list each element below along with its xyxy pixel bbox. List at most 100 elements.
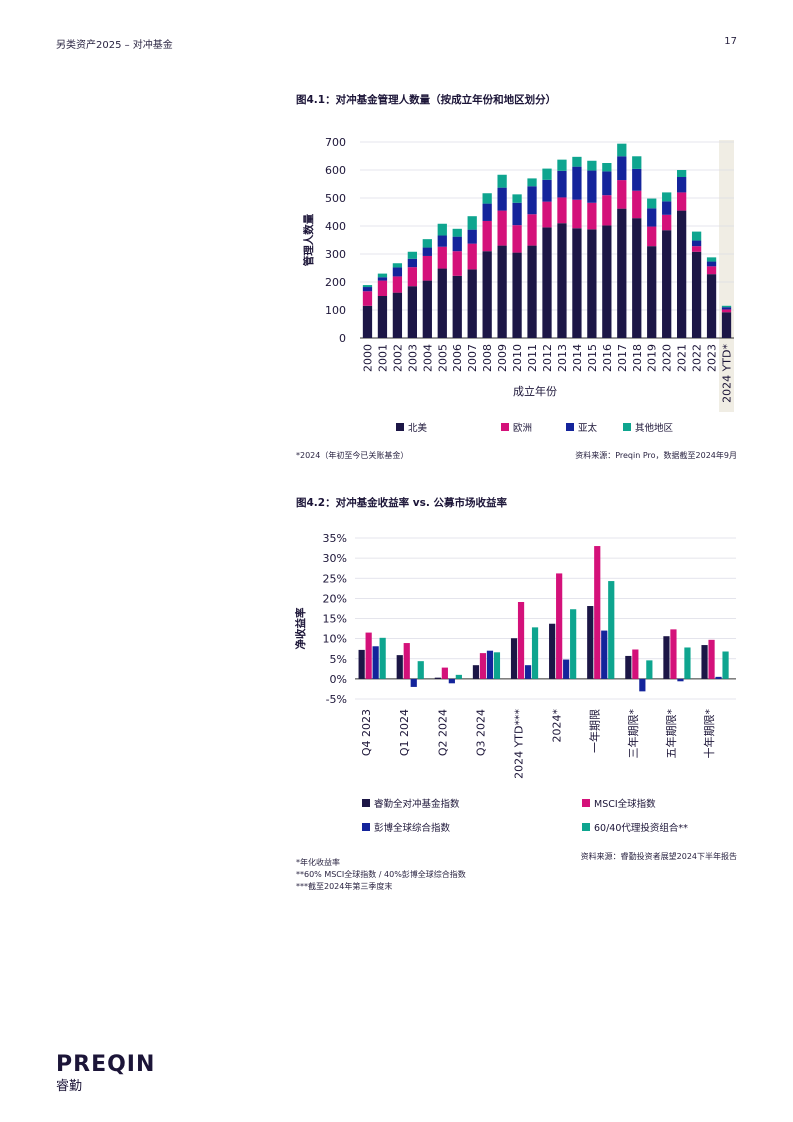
bar-segment xyxy=(422,239,432,248)
bar-segment xyxy=(706,274,717,338)
x-tick-label: 2008 xyxy=(481,344,494,372)
x-axis-title: 成立年份 xyxy=(513,384,557,398)
bar xyxy=(646,660,653,679)
x-tick-label: 2011 xyxy=(526,344,539,372)
bar-segment xyxy=(467,229,477,244)
legend-swatch xyxy=(582,823,590,831)
legend-label: 其他地区 xyxy=(635,423,674,434)
bar xyxy=(563,659,570,679)
bar-segment xyxy=(362,291,373,306)
legend-item: 北美 xyxy=(396,420,427,434)
bar-segment xyxy=(632,218,642,338)
bar xyxy=(448,678,455,684)
chart1-legend: 北美 欧洲 亚太 其他地区 xyxy=(296,420,746,434)
preqin-logo: PREQIN xyxy=(56,1052,156,1077)
x-tick-label: 2024 YTD*** xyxy=(512,709,525,779)
legend-swatch xyxy=(362,823,370,831)
bar-segment xyxy=(377,277,388,281)
bar xyxy=(417,661,424,679)
x-tick-label: 2024* xyxy=(551,709,564,743)
bar-segment xyxy=(497,174,507,188)
figure1-title: 图4.1：对冲基金管理人数量（按成立年份和地区划分） xyxy=(296,94,557,106)
bar-segment xyxy=(691,231,702,241)
bar-segment xyxy=(557,170,567,198)
y-axis-title: 净收益率 xyxy=(294,607,307,649)
bar xyxy=(358,649,365,679)
bar xyxy=(441,667,448,679)
bar-segment xyxy=(407,251,417,259)
bar-segment xyxy=(512,202,522,226)
bar-segment xyxy=(392,276,403,293)
x-tick-label: 一年期限 xyxy=(588,709,602,753)
y-tick-label: 300 xyxy=(325,248,346,261)
bar xyxy=(479,653,487,679)
x-tick-label: Q3 2024 xyxy=(474,709,487,756)
x-tick-label: 2014 xyxy=(571,344,584,372)
bar-segment xyxy=(706,266,717,275)
bar-segment xyxy=(482,220,492,252)
x-tick-label: 2022 xyxy=(691,344,704,372)
grouped-bar-chart-returns: -5% 0% 5% 10% 15% 20% 25% 30% 35% 净收益率 Q4 2023 Q1 2… xyxy=(294,532,736,779)
bar-segment xyxy=(467,243,477,270)
bar-segment xyxy=(647,246,657,338)
bar-segment xyxy=(512,225,522,253)
y-tick-label: 15% xyxy=(323,613,347,626)
figure1-footnote: *2024（年初至今已关账基金） xyxy=(296,451,409,460)
legend-swatch xyxy=(623,423,631,431)
bar-segment xyxy=(557,223,567,338)
x-tick-label: 2002 xyxy=(391,344,404,372)
bar-segment xyxy=(542,179,552,202)
bar-segment xyxy=(632,190,642,219)
x-tick-label: 2010 xyxy=(511,344,524,372)
y-tick-label: 700 xyxy=(325,136,346,149)
bar-segment xyxy=(362,285,373,288)
bar-segment xyxy=(662,192,672,202)
bar-segment xyxy=(572,199,582,229)
bar-segment xyxy=(407,286,417,338)
bar-segment xyxy=(437,223,447,236)
x-tick-label: 2000 xyxy=(361,344,374,372)
bar xyxy=(625,655,632,679)
bar-segment xyxy=(602,225,612,338)
bar-segment xyxy=(482,251,492,338)
bar-segment xyxy=(512,252,522,338)
bar-segment xyxy=(572,166,582,200)
legend-label: 60/40代理投资组合** xyxy=(594,823,688,834)
bar xyxy=(531,627,539,679)
bar-segment xyxy=(392,292,403,338)
bar-segment xyxy=(467,269,477,338)
bar xyxy=(663,636,670,679)
bar-segment xyxy=(497,245,507,338)
bar-segment xyxy=(677,192,687,211)
legend-item: 其他地区 xyxy=(623,420,673,434)
bar-segment xyxy=(587,202,597,230)
bar xyxy=(722,651,729,679)
x-tick-label: 2023 xyxy=(706,344,719,372)
legend-label: MSCI全球指数 xyxy=(594,799,656,810)
x-tick-label: 2019 xyxy=(646,344,659,372)
x-tick-label: 2003 xyxy=(406,344,419,372)
bar-segment xyxy=(557,197,567,224)
bar xyxy=(410,678,417,687)
bar-segment xyxy=(721,309,732,313)
bar xyxy=(594,546,601,679)
x-tick-label: 2006 xyxy=(451,344,464,372)
x-tick-label: 2004 xyxy=(421,344,434,372)
bar-segment xyxy=(437,246,447,269)
bar-segment xyxy=(362,287,373,292)
y-tick-label: 35% xyxy=(323,532,347,545)
y-tick-label: 200 xyxy=(325,276,346,289)
legend-label: 睿勤全对冲基金指数 xyxy=(374,799,460,810)
bar-segment xyxy=(527,178,537,187)
bar-segment xyxy=(482,203,492,221)
y-axis-title: 管理人数量 xyxy=(302,213,315,266)
x-tick-label: Q4 2023 xyxy=(360,709,373,756)
bar-segment xyxy=(437,235,447,247)
x-tick-label: 三年期限* xyxy=(626,709,640,759)
bar-segment xyxy=(452,236,462,252)
y-tick-label: 5% xyxy=(330,653,347,666)
legend-label: 亚太 xyxy=(578,423,598,434)
x-tick-label: 2012 xyxy=(541,344,554,372)
bar-segment xyxy=(527,245,537,338)
bar-segment xyxy=(617,143,627,157)
